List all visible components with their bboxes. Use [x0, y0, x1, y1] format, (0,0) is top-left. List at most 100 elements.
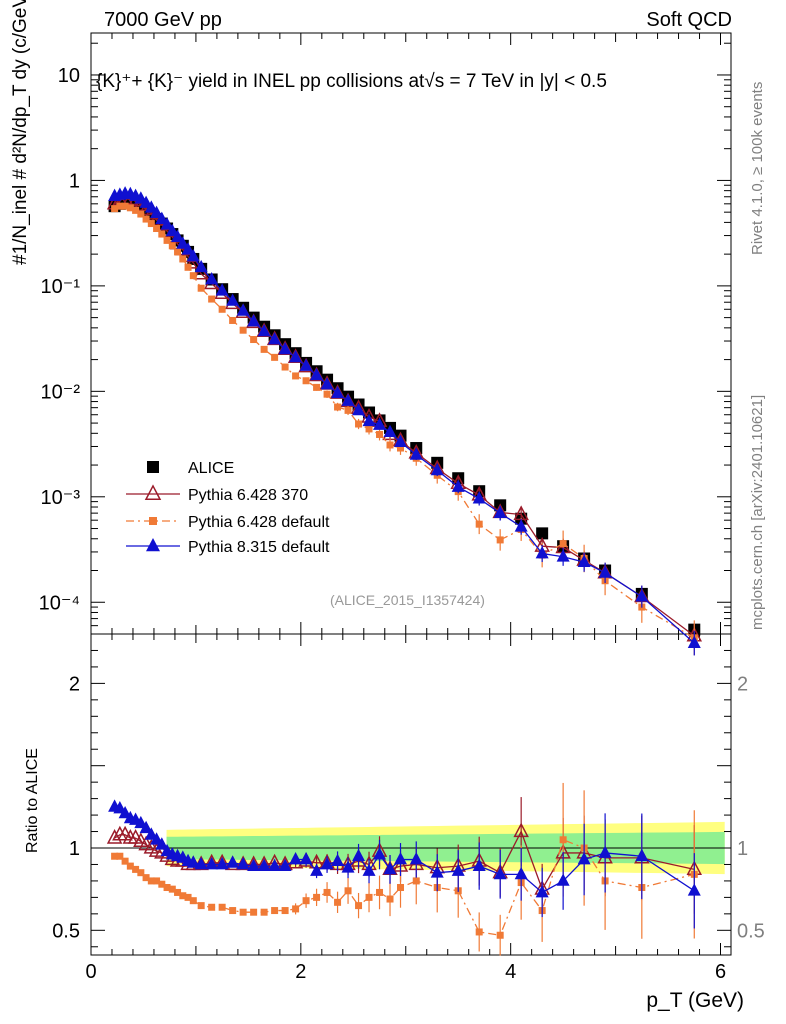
ratio-point — [116, 852, 124, 860]
ratio-point — [394, 852, 408, 865]
x-tick-label: 2 — [295, 961, 306, 983]
ratio-point — [513, 822, 529, 838]
data-point — [281, 363, 289, 371]
data-point — [365, 425, 373, 433]
ratio-point — [598, 845, 612, 858]
data-point — [137, 210, 145, 218]
y-tick-label: 10⁻¹ — [41, 276, 81, 298]
data-point — [292, 372, 300, 380]
data-point — [514, 519, 528, 532]
data-point — [331, 385, 345, 399]
data-point — [577, 554, 591, 568]
ratio-point — [147, 877, 155, 885]
data-point — [111, 205, 119, 213]
data-point — [373, 417, 387, 430]
data-point — [226, 293, 240, 306]
ratio-point — [323, 888, 331, 896]
ratio-point — [132, 865, 140, 873]
ratio-point — [184, 893, 192, 901]
data-point — [334, 403, 342, 411]
ratio-point — [111, 852, 119, 860]
data-point — [250, 336, 258, 344]
data-point — [163, 236, 171, 244]
x-tick-label: 0 — [85, 961, 96, 983]
y-tick-label: 10⁻⁴ — [39, 592, 80, 614]
x-axis-label: p_T (GeV) — [646, 989, 744, 1012]
legend: ALICE Pythia 6.428 370 Pythia 6.428 defaul… — [126, 460, 330, 556]
data-point — [239, 326, 247, 334]
ratio-point — [250, 908, 258, 916]
data-point — [299, 358, 313, 371]
data-point — [153, 225, 161, 233]
ratio-point — [320, 856, 334, 870]
ratio-point — [409, 852, 423, 865]
y-tick-label: 10⁻² — [41, 381, 81, 403]
data-point — [598, 565, 612, 578]
data-point — [451, 479, 465, 492]
mcplots-label: mcplots.cern.ch [arXiv:2401.10621] — [749, 394, 766, 630]
ratio-frame — [90, 633, 732, 956]
data-point — [165, 223, 179, 237]
data-point — [142, 215, 150, 223]
data-point — [386, 441, 394, 449]
data-point — [383, 424, 397, 438]
ratio-point — [179, 892, 187, 900]
series-pythia-8-315-default — [108, 186, 701, 929]
data-point — [247, 313, 261, 327]
ratio-point — [292, 905, 300, 913]
ratio-y-tick-label-right: 1 — [737, 838, 748, 860]
ratio-point — [229, 907, 237, 915]
data-point — [493, 505, 507, 519]
ratio-point — [556, 873, 570, 886]
data-point — [352, 402, 366, 416]
ratio-point — [334, 898, 342, 906]
data-point — [208, 295, 216, 303]
data-point — [155, 211, 169, 224]
ratio-point — [174, 888, 182, 896]
data-point — [186, 249, 200, 262]
ratio-point — [331, 853, 345, 867]
data-point — [116, 202, 124, 210]
data-point — [215, 283, 229, 296]
ratio-y-tick-label: 1 — [69, 838, 80, 860]
data-point — [150, 205, 164, 218]
ratio-point — [257, 858, 271, 871]
ratio-point — [186, 855, 200, 868]
data-point — [313, 383, 321, 391]
y-tick-label: 10⁻³ — [41, 487, 81, 509]
ratio-point — [236, 856, 250, 870]
series-line-ratio — [114, 829, 695, 891]
y-axis-label: #1/N_inel # d²N/dp_T dy (c/GeV) — [10, 0, 31, 265]
ratio-point — [577, 852, 591, 865]
data-point — [278, 341, 292, 355]
data-point — [536, 527, 549, 540]
ratio-point — [475, 928, 483, 936]
ratio-point — [430, 865, 444, 878]
data-point — [397, 444, 405, 452]
data-point — [179, 255, 187, 263]
ratio-point — [208, 903, 216, 911]
legend-entry: Pythia 8.315 default — [188, 539, 330, 556]
legend-marker — [146, 537, 160, 552]
ratio-point — [268, 858, 282, 871]
legend-entry: ALICE — [188, 460, 234, 477]
ratio-point — [373, 847, 387, 860]
data-point — [430, 462, 444, 476]
data-point — [687, 635, 701, 648]
data-point — [409, 447, 423, 460]
data-point — [160, 217, 174, 230]
ratio-point — [247, 858, 261, 871]
rivet-version-label: Rivet 4.1.0, ≥ 100k events — [749, 81, 766, 255]
reference-label: (ALICE_2015_I1357424) — [330, 592, 485, 608]
ratio-point — [635, 848, 649, 862]
ratio-point — [158, 880, 166, 888]
main-axes: 10⁻⁴ 10⁻³ 10⁻² 10⁻¹ 1 10 — [39, 32, 732, 635]
legend-marker — [144, 484, 162, 500]
data-point — [344, 406, 352, 414]
x-tick-label: 6 — [715, 961, 726, 983]
ratio-point — [687, 883, 701, 896]
data-point — [168, 242, 176, 250]
ratio-point — [215, 856, 229, 870]
data-point — [394, 434, 408, 447]
data-point — [535, 546, 549, 559]
